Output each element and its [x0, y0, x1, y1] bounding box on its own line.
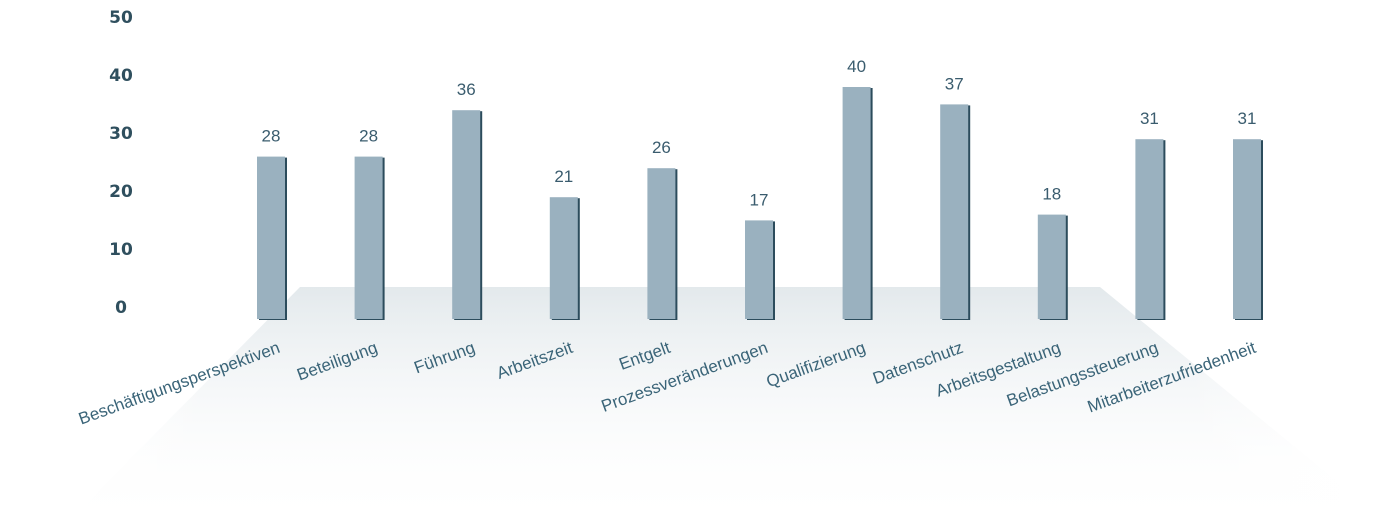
- y-tick-label: 20: [109, 182, 133, 202]
- bar: [1135, 139, 1164, 319]
- bar-value-label: 21: [554, 167, 573, 186]
- bar-value-label: 28: [359, 127, 378, 146]
- chart-floor: [0, 287, 1396, 530]
- bar-value-label: 37: [945, 74, 964, 93]
- bar: [1037, 214, 1066, 319]
- bar-value-label: 26: [652, 138, 671, 157]
- bar: [842, 87, 871, 319]
- bar-value-label: 18: [1042, 185, 1061, 204]
- y-tick-label: 40: [109, 66, 133, 86]
- bar: [940, 104, 969, 320]
- bar: [452, 110, 481, 319]
- bar: [1233, 139, 1261, 319]
- bar-value-label: 17: [750, 190, 769, 209]
- y-tick-label: 0: [115, 298, 127, 318]
- bar: [257, 156, 285, 319]
- y-axis: 0 10 20 30 40 50: [109, 8, 133, 318]
- y-tick-label: 10: [109, 240, 133, 260]
- bars-group: [257, 87, 1263, 321]
- bar: [354, 156, 383, 319]
- y-tick-label: 30: [109, 124, 133, 144]
- bar: [745, 220, 773, 319]
- bar: [549, 197, 578, 319]
- bar-value-label: 31: [1238, 109, 1257, 128]
- bar: [647, 168, 676, 319]
- bar-value-label: 36: [457, 80, 476, 99]
- bar-value-label: 31: [1140, 109, 1159, 128]
- bar-value-label: 28: [262, 127, 281, 146]
- value-labels-group: 28 28 36 21 26 17 40 37 18 31 31: [262, 57, 1257, 209]
- bar-value-label: 40: [847, 57, 866, 76]
- y-tick-label: 50: [109, 8, 133, 28]
